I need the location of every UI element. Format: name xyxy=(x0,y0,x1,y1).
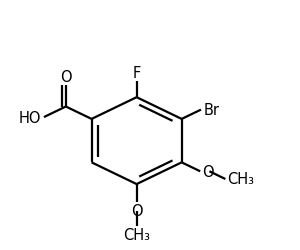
Text: CH₃: CH₃ xyxy=(123,227,150,242)
Text: F: F xyxy=(133,66,141,80)
Text: HO: HO xyxy=(19,110,42,125)
Text: Br: Br xyxy=(203,103,219,118)
Text: O: O xyxy=(131,203,142,218)
Text: O: O xyxy=(202,164,213,179)
Text: CH₃: CH₃ xyxy=(227,172,254,187)
Text: O: O xyxy=(60,70,72,85)
